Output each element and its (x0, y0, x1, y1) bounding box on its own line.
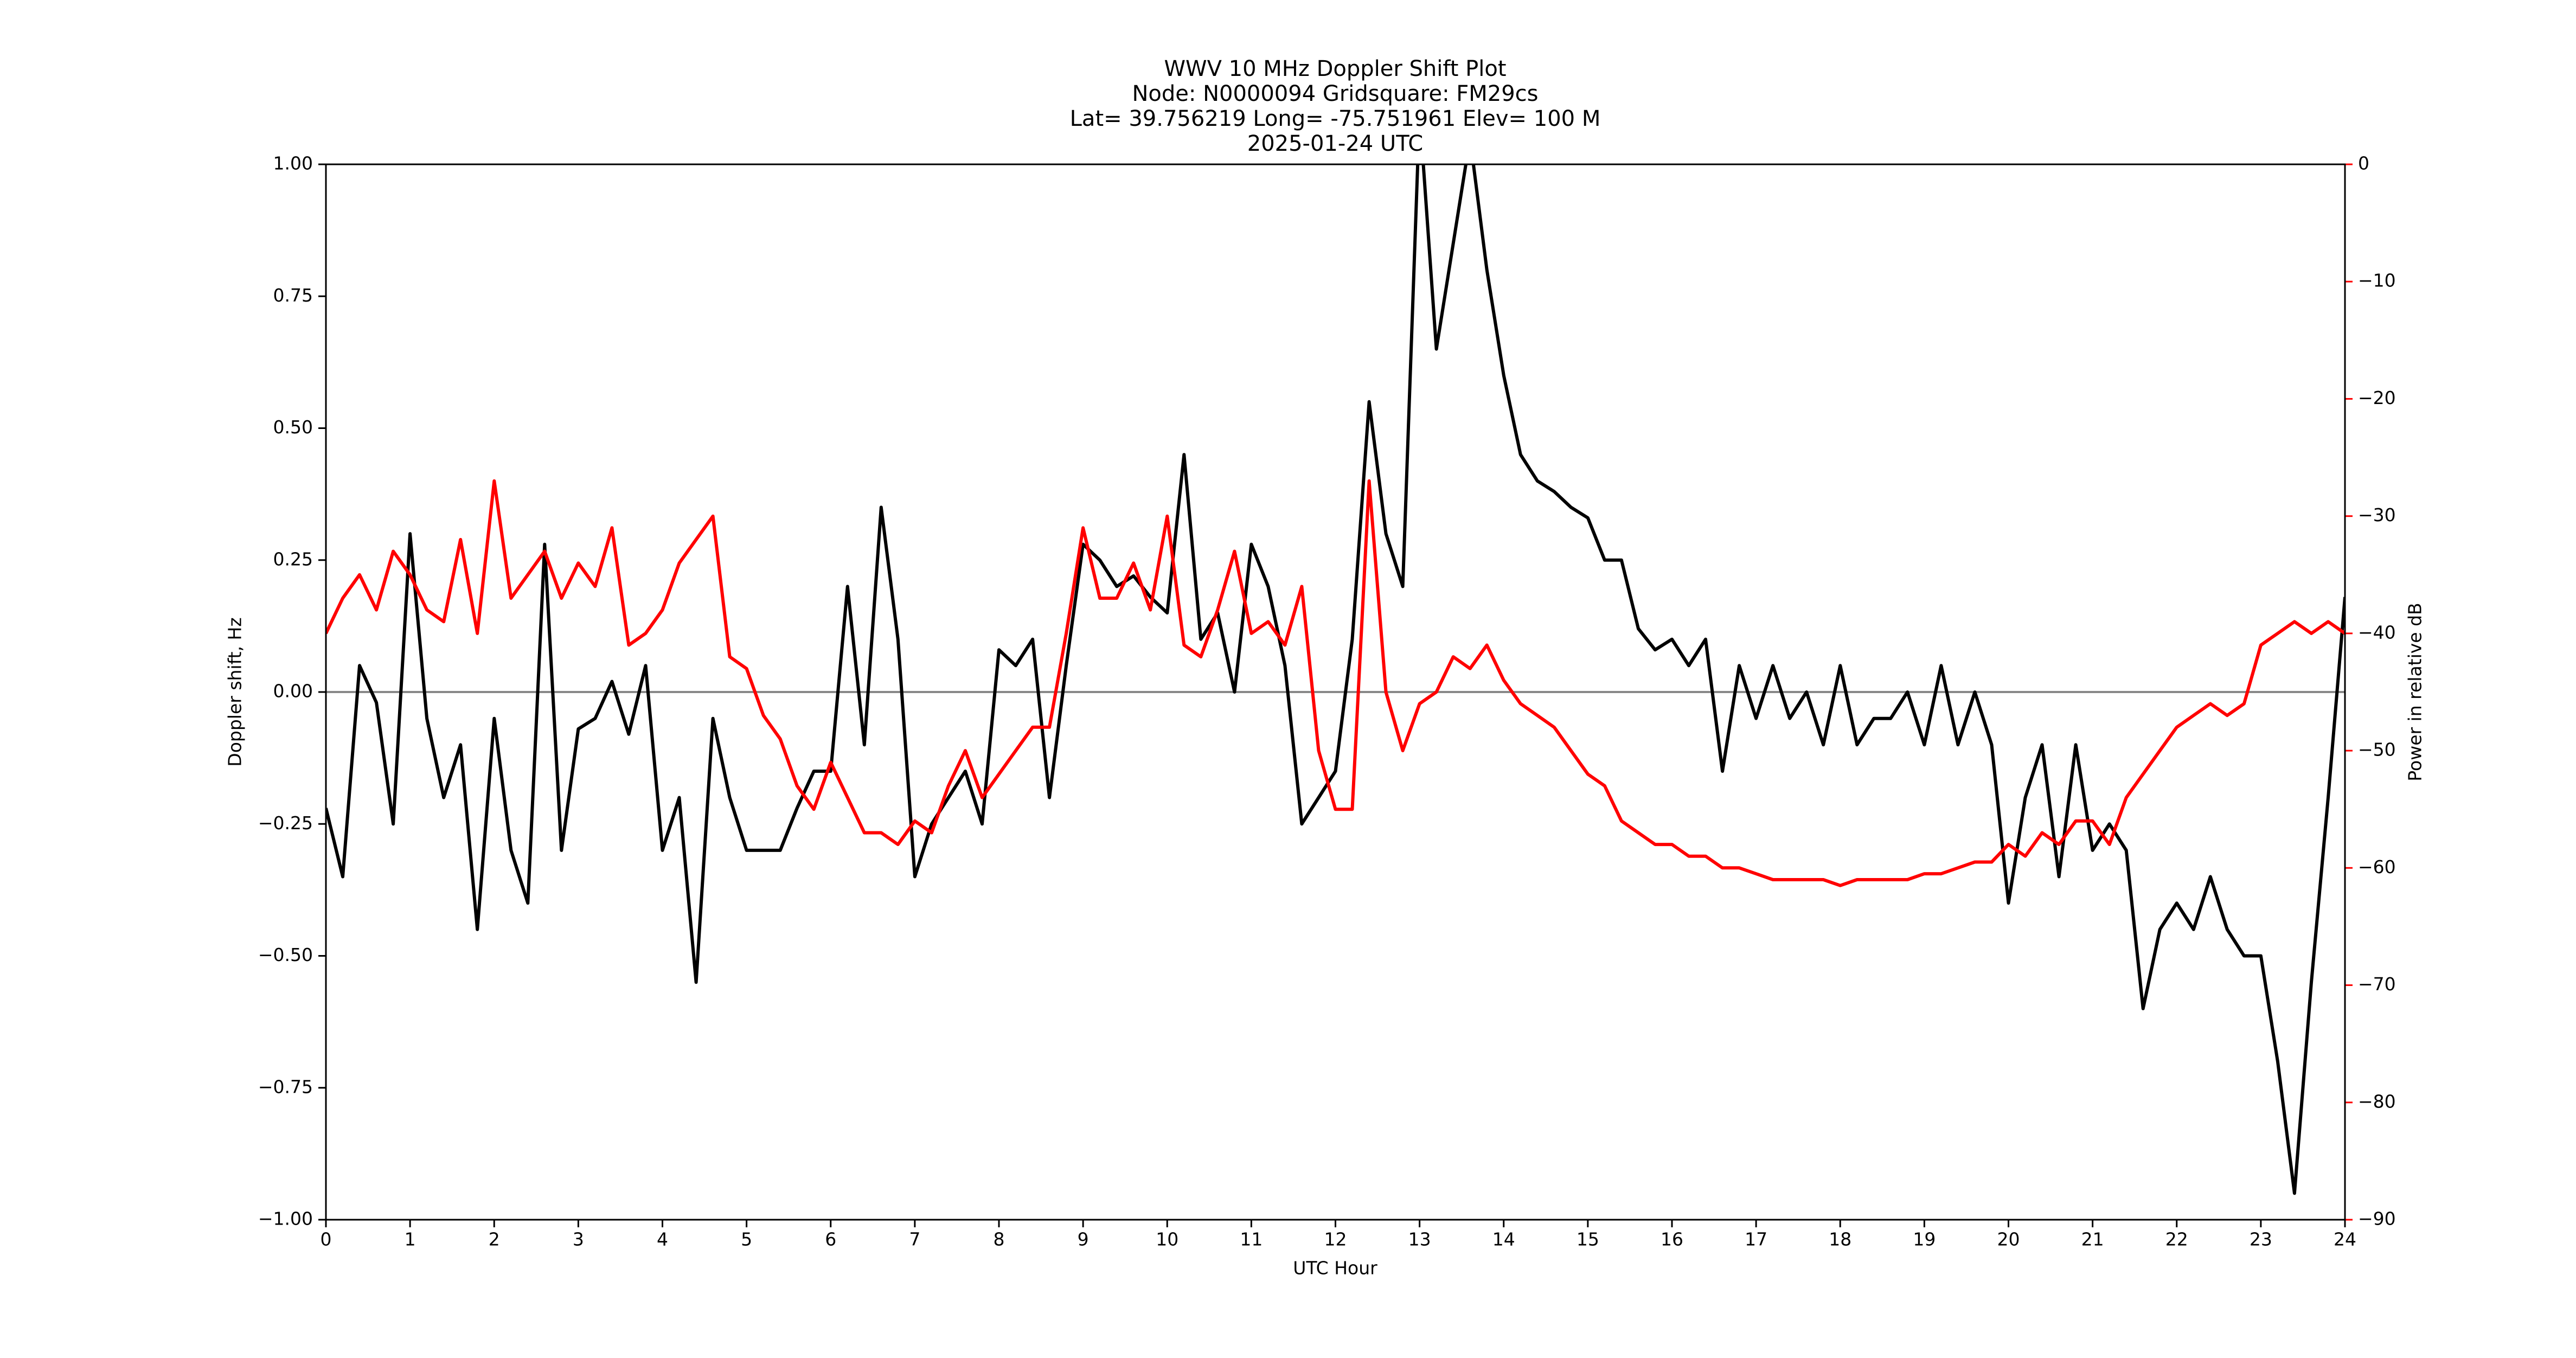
x-tick-label: 21 (2081, 1229, 2104, 1250)
x-tick-label: 16 (1661, 1229, 1683, 1250)
x-tick-label: 9 (1078, 1229, 1089, 1250)
x-tick-label: 19 (1913, 1229, 1936, 1250)
x-tick-label: 1 (405, 1229, 416, 1250)
y-tick-label: −0.25 (258, 812, 313, 834)
data-line (326, 164, 2345, 1195)
x-tick-label: 0 (321, 1229, 332, 1250)
x-tick-label: 17 (1745, 1229, 1767, 1250)
y2-tick-label: −60 (2358, 856, 2396, 877)
x-tick-label: 13 (1408, 1229, 1431, 1250)
x-tick-label: 8 (994, 1229, 1005, 1250)
plot-area (326, 164, 2345, 1195)
y2-tick-label: −50 (2358, 739, 2396, 760)
title-line: 2025-01-24 UTC (1247, 131, 1423, 156)
y2-tick-label: −80 (2358, 1091, 2396, 1112)
y-axis-label: Doppler shift, Hz (225, 617, 246, 766)
x-tick-label: 3 (573, 1229, 584, 1250)
y-tick-label: 1.00 (273, 153, 313, 174)
x-tick-label: 18 (1829, 1229, 1851, 1250)
x-tick-label: 20 (1997, 1229, 2020, 1250)
x-tick-label: 15 (1577, 1229, 1599, 1250)
y2-axis-label: Power in relative dB (2405, 603, 2426, 781)
y-tick-label: −1.00 (258, 1208, 313, 1229)
x-tick-label: 12 (1324, 1229, 1347, 1250)
y2-tick-label: −70 (2358, 973, 2396, 995)
x-tick-label: 6 (825, 1229, 836, 1250)
title-line: WWV 10 MHz Doppler Shift Plot (1164, 56, 1506, 81)
x-tick-label: 5 (741, 1229, 752, 1250)
x-axis-label: UTC Hour (1293, 1258, 1377, 1279)
x-tick-label: 24 (2334, 1229, 2356, 1250)
x-tick-label: 2 (489, 1229, 500, 1250)
x-tick-label: 23 (2250, 1229, 2272, 1250)
y-tick-label: 0.75 (273, 285, 313, 306)
y-tick-label: 0.00 (273, 681, 313, 702)
title-line: Node: N0000094 Gridsquare: FM29cs (1132, 81, 1538, 106)
y-tick-label: 0.50 (273, 417, 313, 438)
y-tick-label: 0.25 (273, 548, 313, 569)
y2-tick-label: −90 (2358, 1208, 2396, 1229)
title-line: Lat= 39.756219 Long= -75.751961 Elev= 10… (1070, 106, 1601, 131)
y2-tick-label: −40 (2358, 622, 2396, 643)
plot-frame (325, 163, 2346, 1221)
y2-tick-label: −30 (2358, 504, 2396, 526)
data-line (326, 479, 2345, 887)
x-tick-label: 14 (1492, 1229, 1515, 1250)
x-tick-label: 22 (2165, 1229, 2188, 1250)
y2-tick-label: −10 (2358, 270, 2396, 291)
y-tick-label: −0.75 (258, 1076, 313, 1097)
x-tick-label: 10 (1156, 1229, 1178, 1250)
y2-tick-label: −20 (2358, 387, 2396, 408)
x-tick-label: 4 (657, 1229, 668, 1250)
x-tick-label: 7 (909, 1229, 920, 1250)
y-tick-label: −0.50 (258, 944, 313, 965)
x-tick-label: 11 (1240, 1229, 1263, 1250)
y2-tick-label: 0 (2358, 153, 2369, 174)
